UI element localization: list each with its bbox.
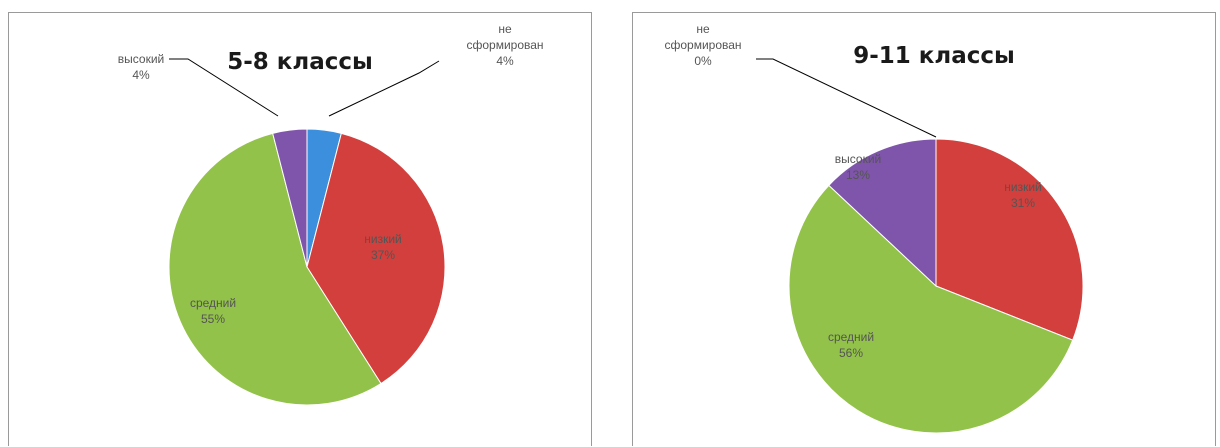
pie-slice-средний (168, 132, 382, 406)
pie-slice-высокий (272, 128, 308, 268)
data-label-не-сформирован: не сформирован 4% (466, 22, 543, 68)
data-label-высокий: высокий 4% (118, 52, 164, 82)
data-label-средний: средний 55% (190, 296, 236, 326)
chart-panel-9-11: 9-11 классы не сформирован 0% низкий 31% сред… (632, 12, 1216, 446)
data-label-низкий: низкий 37% (364, 232, 402, 262)
pie-slice-низкий (935, 138, 1084, 341)
leader-line-не-сформирован (756, 58, 937, 138)
chart-panel-5-8: 5-8 классы не сформирован 4% низкий 37% средн… (8, 12, 592, 446)
data-label-низкий: низкий 31% (1004, 180, 1042, 210)
leader-line-не-сформирован (328, 60, 440, 117)
pie-slice-высокий (828, 138, 937, 288)
pie-chart-5-8: 5-8 классы не сформирован 4% низкий 37% средн… (118, 22, 544, 406)
data-label-не-сформирован: не сформирован 0% (664, 22, 741, 68)
pie-chart-9-11: 9-11 классы не сформирован 0% низкий 31% сред… (664, 22, 1084, 434)
data-label-высокий: высокий 13% (835, 152, 881, 182)
chart-title: 9-11 классы (853, 43, 1015, 69)
leader-line-высокий (169, 58, 279, 117)
chart-title: 5-8 классы (227, 49, 373, 75)
pie-slice-средний (788, 184, 1074, 434)
data-label-средний: средний 56% (828, 330, 874, 360)
